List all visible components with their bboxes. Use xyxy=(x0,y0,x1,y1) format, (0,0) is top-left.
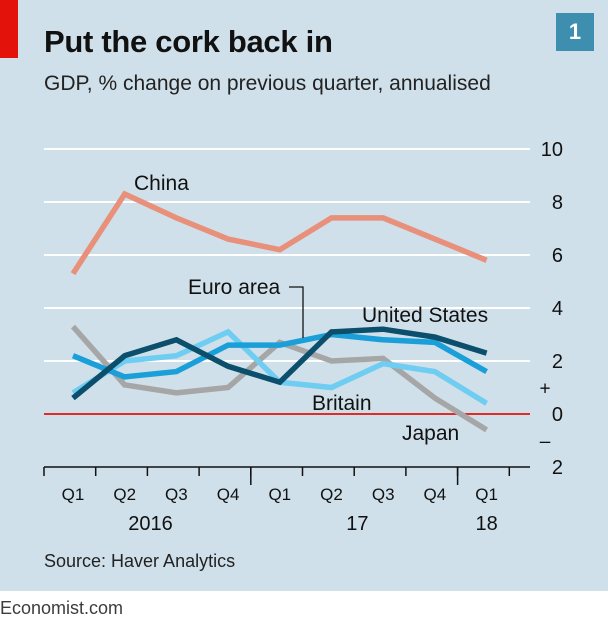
chart-panel xyxy=(0,0,608,591)
series-line-united-states xyxy=(71,326,488,401)
series-line-euro-area xyxy=(71,331,488,380)
x-tick-label: Q1 xyxy=(62,485,85,504)
x-tick-label: Q3 xyxy=(372,485,395,504)
series-line-china xyxy=(70,190,488,276)
y-tick-label: 2 xyxy=(552,457,563,479)
chart-title: Put the cork back in xyxy=(44,24,333,59)
chart-number-badge: 1 xyxy=(556,13,594,51)
y-tick-label: 6 xyxy=(552,245,563,267)
x-tick-label: Q1 xyxy=(475,485,498,504)
source-note: Source: Haver Analytics xyxy=(44,551,236,571)
y-tick-label: 10 xyxy=(541,139,563,161)
x-tick-label: Q2 xyxy=(113,485,136,504)
x-year-label: 18 xyxy=(475,513,497,535)
x-tick-label: Q4 xyxy=(217,485,240,504)
series-label-euro-area: Euro area xyxy=(188,276,281,299)
euro-area-leader-line xyxy=(289,286,304,338)
y-tick-label: 4 xyxy=(552,298,563,320)
y-tick-label: 8 xyxy=(552,192,563,214)
x-year-label: 2016 xyxy=(128,513,173,535)
brand-tab xyxy=(0,0,18,58)
series-label-britain: Britain xyxy=(312,392,372,415)
x-tick-label: Q4 xyxy=(424,485,447,504)
series-label-japan: Japan xyxy=(402,422,459,445)
chart-subtitle: GDP, % change on previous quarter, annua… xyxy=(44,72,491,95)
y-tick-label: 0 xyxy=(552,404,563,426)
series-label-china: China xyxy=(134,172,189,195)
x-tick-label: Q2 xyxy=(320,485,343,504)
publisher-footer: Economist.com xyxy=(0,598,124,618)
plus-sign-label: + xyxy=(539,379,550,400)
minus-sign-label: – xyxy=(540,432,551,453)
x-year-label: 17 xyxy=(346,513,368,535)
x-tick-label: Q3 xyxy=(165,485,188,504)
y-tick-label: 2 xyxy=(552,351,563,373)
series-label-united-states: United States xyxy=(362,304,488,327)
x-tick-label: Q1 xyxy=(268,485,291,504)
